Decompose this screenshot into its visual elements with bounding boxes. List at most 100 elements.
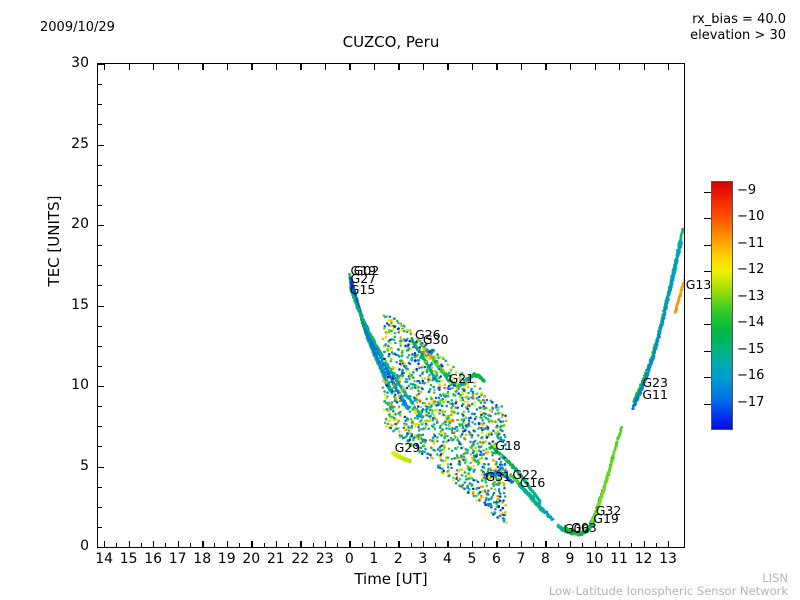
data-point (383, 390, 386, 393)
y-minor-tick (98, 426, 102, 428)
data-point (471, 412, 474, 416)
data-point (438, 399, 442, 402)
data-point (392, 327, 395, 331)
x-minor-tick (214, 543, 216, 547)
data-point (483, 489, 487, 492)
y-minor-tick (98, 526, 102, 528)
data-point (449, 436, 453, 440)
data-point (492, 491, 496, 495)
data-point (417, 392, 421, 395)
data-point (467, 472, 470, 475)
data-point (448, 421, 451, 425)
data-point (461, 396, 464, 400)
data-point (443, 445, 446, 449)
data-point (455, 436, 458, 440)
data-point (459, 468, 462, 471)
data-point (487, 489, 490, 492)
data-point (403, 388, 407, 391)
data-point (436, 353, 439, 356)
data-point (392, 338, 396, 342)
data-point (411, 404, 415, 407)
data-point (432, 414, 436, 417)
data-point (683, 278, 684, 281)
data-point (464, 475, 468, 478)
data-point (425, 370, 429, 374)
data-point (421, 379, 425, 383)
data-point (620, 426, 624, 429)
data-point (459, 399, 462, 402)
data-point (390, 401, 393, 405)
data-point (479, 416, 482, 419)
data-point (415, 436, 418, 439)
data-point (426, 380, 430, 384)
data-point (458, 424, 462, 427)
data-point (418, 348, 422, 351)
x-tick-mark (496, 541, 498, 547)
data-point (681, 227, 684, 231)
data-point (498, 492, 502, 495)
data-point (462, 410, 466, 413)
data-point (407, 425, 410, 429)
data-point (353, 296, 357, 300)
data-point (438, 446, 442, 449)
data-point (451, 427, 454, 430)
data-point (394, 422, 398, 426)
data-point (492, 501, 496, 504)
data-point (419, 390, 423, 394)
data-point (490, 450, 494, 454)
data-point (349, 276, 352, 280)
data-point (468, 468, 471, 472)
data-point (406, 417, 409, 421)
satellite-label-G30: G30 (422, 331, 449, 347)
data-point (430, 412, 434, 415)
data-point (481, 496, 485, 499)
data-point (414, 355, 417, 359)
data-point (612, 451, 616, 455)
data-point (679, 236, 683, 240)
data-point (495, 500, 498, 504)
data-point (430, 446, 433, 450)
data-point (467, 430, 471, 433)
data-point (423, 402, 427, 405)
data-point (392, 413, 395, 417)
data-point (430, 404, 433, 407)
data-point (442, 413, 445, 417)
x-tick-mark-top (643, 64, 645, 70)
data-point (408, 340, 411, 343)
data-point (503, 513, 506, 517)
data-point (455, 472, 458, 476)
data-point (658, 330, 662, 333)
data-point (401, 368, 405, 372)
data-point (410, 356, 414, 360)
colorbar[interactable] (711, 181, 733, 430)
data-point (494, 406, 498, 409)
data-point (497, 490, 501, 493)
data-point (499, 436, 503, 439)
data-point (381, 337, 385, 341)
data-point (448, 419, 452, 423)
data-point (429, 352, 433, 355)
data-point (485, 493, 489, 496)
data-point (441, 428, 444, 431)
data-point (405, 328, 409, 332)
data-point (442, 443, 445, 447)
data-point (416, 359, 419, 362)
colorbar-gradient (711, 181, 733, 430)
data-point (407, 348, 410, 352)
data-point (483, 401, 487, 404)
data-point (497, 412, 500, 415)
data-point (501, 420, 505, 423)
data-point (500, 501, 503, 504)
data-point (408, 410, 412, 413)
data-point (425, 410, 428, 414)
data-point (551, 517, 555, 521)
data-point (405, 377, 408, 381)
data-point (446, 363, 450, 366)
data-point (401, 396, 404, 400)
data-point (450, 410, 453, 413)
data-point (493, 480, 496, 484)
x-tick-mark-top (447, 64, 449, 70)
data-point (450, 399, 454, 402)
data-point (402, 324, 405, 327)
data-point (389, 324, 392, 328)
